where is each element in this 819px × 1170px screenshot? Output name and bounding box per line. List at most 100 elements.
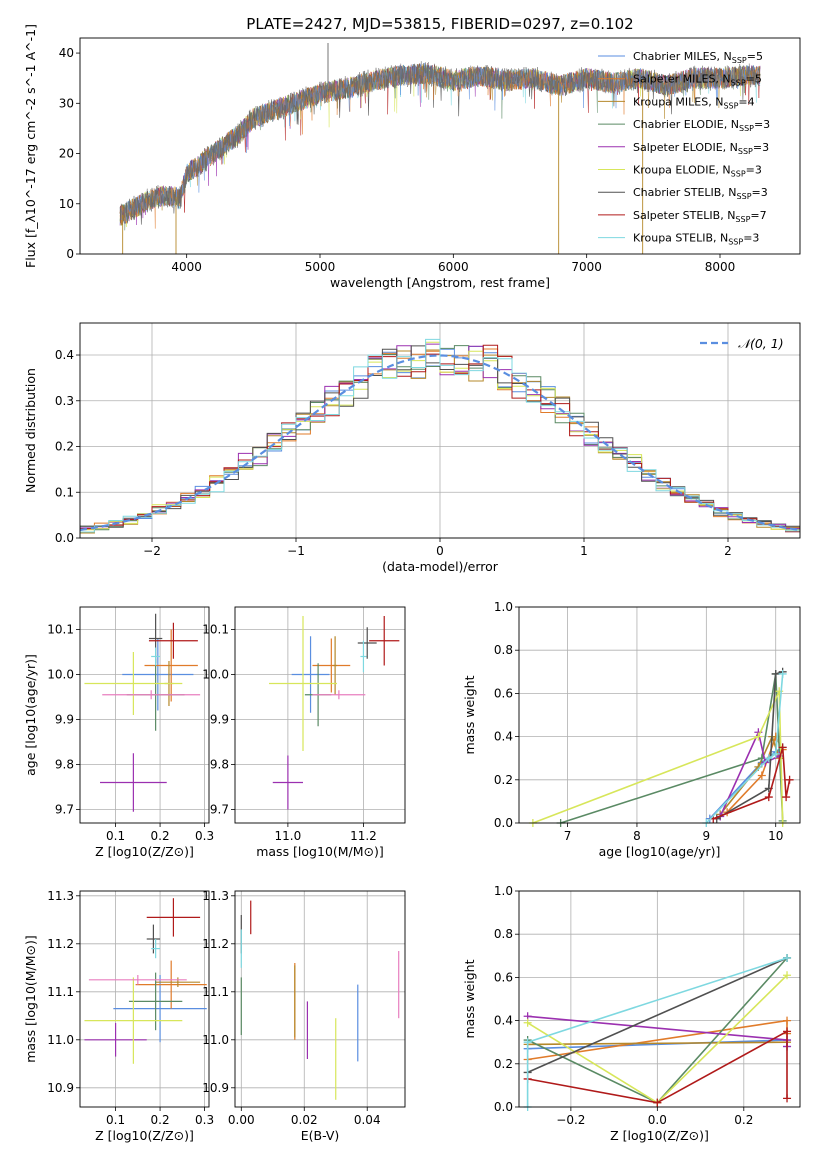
mass_weight_vs_Z-xlabel: Z [log10(Z/Z⊙)] (610, 1128, 709, 1143)
mass_vs_EBV-xlabel: E(B-V) (301, 1128, 340, 1143)
legend-entry: Kroupa MILES, NSSP=4 (633, 95, 755, 110)
residuals-xtick-label: 1 (580, 544, 588, 558)
mass_vs_Z-point (113, 975, 207, 1043)
mass_vs_Z-xtick-label: 0.3 (195, 1113, 214, 1127)
mass_weight_vs_Z-xtick-label: −0.2 (556, 1113, 585, 1127)
mass_weight_vs_Z-marker (783, 953, 792, 962)
mass_vs_EBV-ytick-label: 10.9 (202, 1081, 229, 1095)
mass_weight_vs_age-xtick-label: 8 (633, 829, 641, 843)
mass_weight_vs_age-xlabel: age [log10(age/yr)] (599, 844, 721, 859)
age_vs_Z-axes: 0.1 0.2 0.3 9.7 9.8 9.9 10.0 10.1 (47, 607, 214, 843)
mass_weight_vs_age-ylabel: mass weight (462, 675, 477, 754)
mass_weight_vs_Z-series-line (527, 1041, 788, 1046)
age_vs_mass-xtick-label: 11.0 (275, 829, 302, 843)
age_vs_mass-point (357, 627, 377, 659)
mass_weight_vs_age-ytick-label: 0.6 (494, 686, 513, 700)
mass_vs_Z-ylabel: mass [log10(M/M⊙)] (23, 935, 38, 1063)
age_vs_mass-point (360, 640, 367, 673)
residuals-frame (79, 322, 801, 539)
mass_vs_EBV-xtick-label: 0.04 (354, 1113, 381, 1127)
mass_vs_Z-ytick-label: 11.1 (47, 985, 74, 999)
mass_weight_vs_Z-ytick-label: 0.2 (494, 1057, 513, 1071)
mass_weight_vs_Z-series-line (527, 957, 788, 1074)
mass_weight_vs_age-marker (771, 669, 780, 678)
age_vs_Z-xlabel: Z [log10(Z/Z⊙)] (95, 844, 194, 859)
mass_weight_vs_Z-marker (523, 1018, 532, 1027)
spectrum-ytick-label: 10 (59, 197, 74, 211)
age_vs_Z-point (84, 652, 183, 715)
age_vs_Z-ytick-label: 10.1 (47, 623, 74, 637)
mass_vs_Z-point (84, 1023, 147, 1057)
age_vs_mass-point (312, 690, 366, 700)
age_vs_Z-point (102, 690, 201, 700)
spectrum-axes: 4000 5000 6000 7000 8000 0 10 20 30 40 (59, 46, 736, 274)
spectrum-xtick-label: 8000 (705, 260, 736, 274)
age_vs_mass-point (272, 755, 303, 810)
spectrum-ytick-label: 20 (59, 147, 74, 161)
mass_weight_vs_age-xtick-label: 10 (768, 829, 783, 843)
age_vs_Z-ytick-label: 9.8 (55, 758, 74, 772)
residuals-xtick-label: −2 (143, 544, 161, 558)
age_vs_mass-ytick-label: 9.8 (210, 758, 229, 772)
age_vs_Z-ylabel: age [log10(age/yr)] (23, 654, 38, 776)
residuals-ytick-label: 0.1 (55, 485, 74, 499)
mass_weight_vs_age-marker (778, 743, 787, 752)
age_vs_mass-xlabel: mass [log10(M/M⊙)] (256, 844, 384, 859)
residuals-xtick-label: −1 (287, 544, 305, 558)
mass_vs_EBV-ytick-label: 11.3 (202, 889, 229, 903)
residuals-xtick-label: 2 (724, 544, 732, 558)
mass_vs_EBV-ytick-label: 11.1 (202, 985, 229, 999)
legend-entry: Salpeter MILES, NSSP=5 (633, 73, 762, 88)
mass_weight_vs_age-xtick-label: 7 (564, 829, 572, 843)
age_vs_Z-point (144, 629, 198, 702)
figure-title: PLATE=2427, MJD=53815, FIBERID=0297, z=0… (246, 15, 633, 33)
age_vs_mass-ytick-label: 9.9 (210, 713, 229, 727)
mass_vs_Z-point (135, 960, 207, 1009)
age_vs_mass-point (333, 636, 337, 695)
mass_weight_vs_age-marker (764, 754, 773, 763)
legend-entry: Kroupa STELIB, NSSP=3 (633, 232, 759, 247)
spectrum-ytick-label: 0 (66, 247, 74, 261)
mass_weight_vs_age-ytick-label: 0.0 (494, 816, 513, 830)
mass_weight_vs_Z-xtick-label: 0.0 (648, 1113, 667, 1127)
residuals-xlabel: (data-model)/error (382, 559, 499, 574)
observed-spectrum (119, 61, 761, 226)
residuals-axes: −2 −1 0 1 2 0.0 0.1 0.2 0.3 0.4 (55, 323, 800, 558)
mass_weight_vs_age-ytick-label: 1.0 (494, 600, 513, 614)
residuals-ytick-label: 0.4 (55, 348, 74, 362)
mass_weight_vs_age-series-line (705, 673, 784, 824)
mass_vs_Z-xlabel: Z [log10(Z/Z⊙)] (95, 1128, 194, 1143)
mass_weight_vs_Z-ytick-label: 1.0 (494, 884, 513, 898)
age_vs_Z-point (148, 622, 198, 659)
residuals-ytick-label: 0.2 (55, 440, 74, 454)
spectrum-ytick-label: 40 (59, 46, 74, 60)
mass_vs_Z-point (146, 898, 201, 937)
mass_vs_EBV-ytick-label: 11.2 (202, 937, 229, 951)
age_vs_Z-point (122, 638, 194, 711)
age_vs_mass-ytick-label: 9.7 (210, 803, 229, 817)
spectrum-xtick-label: 5000 (305, 260, 336, 274)
mass_weight_vs_age-marker (785, 775, 794, 784)
age_vs_Z-xtick-label: 0.3 (195, 829, 214, 843)
mass_weight_vs_age-series-line (719, 729, 780, 817)
mass_vs_EBV-ytick-label: 11.0 (202, 1033, 229, 1047)
legend-entry: Chabrier ELODIE, NSSP=3 (633, 118, 770, 133)
mass_weight_vs_Z-frame (518, 890, 801, 1108)
mass_weight_vs_age-marker (771, 749, 780, 758)
mass_weight_vs_Z-marker (783, 1094, 792, 1103)
mass_weight_vs_Z-axes: −0.2 0.0 0.2 0.0 0.2 0.4 0.6 0.8 1.0 (494, 884, 800, 1127)
legend-entry: Chabrier STELIB, NSSP=3 (633, 186, 768, 201)
residuals-ylabel: Normed distribution (23, 368, 38, 493)
age_vs_Z-ytick-label: 10.0 (47, 668, 74, 682)
mass_vs_EBV-xtick-label: 0.00 (228, 1113, 255, 1127)
residuals-ytick-label: 0.0 (55, 531, 74, 545)
mass_weight_vs_age-series-line (560, 673, 784, 824)
mass_weight_vs_Z-ytick-label: 0.6 (494, 970, 513, 984)
mass_weight_vs_age-marker (757, 771, 766, 780)
mass_vs_EBV-axes: 0.00 0.02 0.04 10.9 11.0 11.1 11.2 11.3 (202, 889, 405, 1127)
legend-entry: Chabrier MILES, NSSP=5 (633, 50, 763, 65)
mass_weight_vs_Z-marker (653, 1098, 662, 1107)
mass_weight_vs_Z-ytick-label: 0.8 (494, 927, 513, 941)
mass_vs_Z-ytick-label: 11.3 (47, 889, 74, 903)
